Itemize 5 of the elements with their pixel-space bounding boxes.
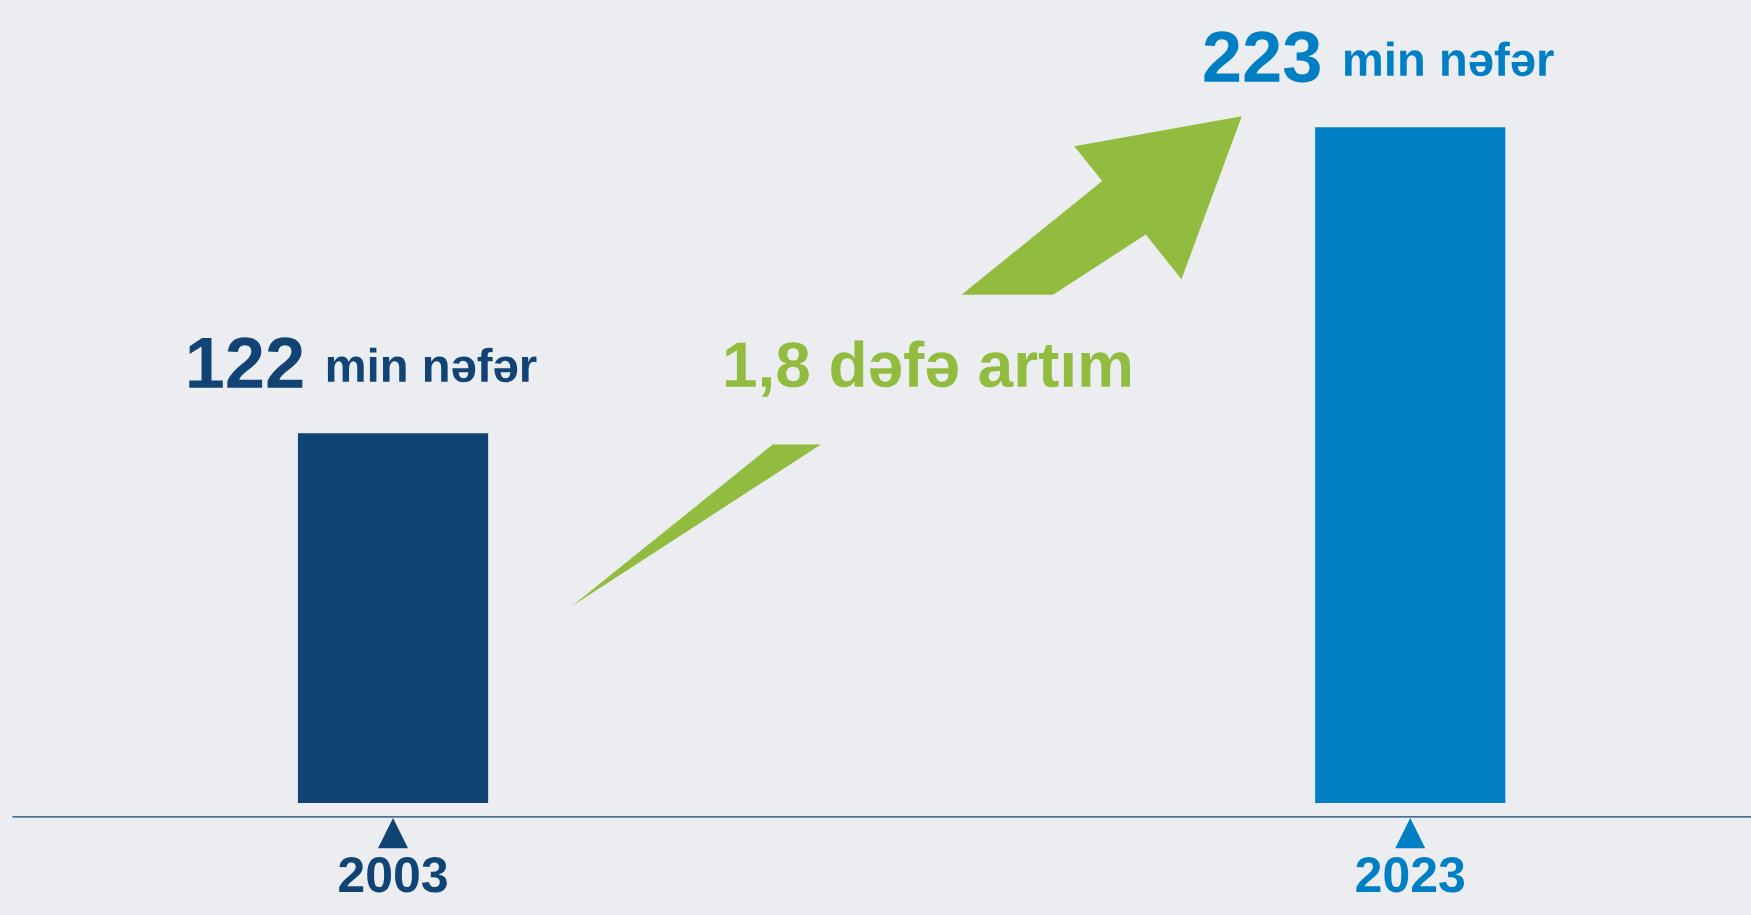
x-tick-label: 2023 bbox=[1356, 857, 1465, 893]
annotation: 1,8 dəfə artım bbox=[726, 340, 1130, 397]
x-tick-label: 2003 bbox=[339, 857, 447, 893]
data-label: 122 min nəfər bbox=[189, 337, 537, 388]
data-label: 223 min nəfər bbox=[1204, 31, 1554, 83]
